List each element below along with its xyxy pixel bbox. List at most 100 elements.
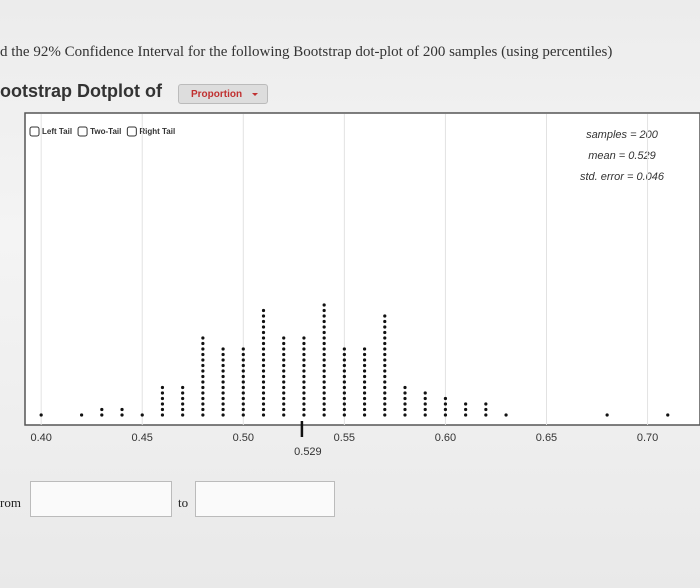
dot <box>383 385 387 390</box>
dot <box>100 413 104 417</box>
dot <box>383 358 387 362</box>
dot <box>342 374 346 379</box>
dot <box>160 402 165 406</box>
dot <box>322 319 326 324</box>
dot <box>201 352 205 357</box>
dot <box>322 374 326 379</box>
dot <box>241 369 245 373</box>
dot <box>282 402 286 406</box>
dot <box>362 380 367 384</box>
dot <box>261 374 266 379</box>
dot <box>261 391 266 395</box>
dot <box>383 391 387 395</box>
dot <box>383 413 387 417</box>
dot <box>383 352 387 357</box>
dot <box>221 363 225 368</box>
tail-checkbox[interactable] <box>29 126 40 137</box>
dot <box>302 413 306 417</box>
dot <box>302 380 306 384</box>
dot <box>362 402 367 406</box>
dot <box>140 413 144 417</box>
plot-area <box>24 112 700 426</box>
panel-title: ootstrap Dotplot of <box>0 81 162 101</box>
dot <box>322 303 326 307</box>
dot <box>241 396 245 401</box>
dot <box>201 407 205 412</box>
tail-label: Right Tail <box>139 127 175 136</box>
dot <box>120 407 124 412</box>
dot <box>322 413 326 417</box>
tail-checkbox[interactable] <box>126 126 137 137</box>
x-tick-label: 0.45 <box>132 432 153 444</box>
dot <box>221 402 225 406</box>
dot <box>241 380 245 384</box>
dot <box>403 391 407 395</box>
dot <box>383 407 387 412</box>
dot <box>362 363 367 368</box>
dot <box>282 341 286 346</box>
dot <box>605 413 609 417</box>
dot <box>302 358 306 362</box>
dot <box>181 407 185 412</box>
dot <box>201 374 205 379</box>
dot <box>241 363 245 368</box>
stat-samples: samples = 200 <box>586 129 659 141</box>
dot <box>403 396 407 401</box>
dot <box>282 396 286 401</box>
dot <box>322 402 326 406</box>
dot <box>160 407 165 412</box>
dot <box>261 314 266 318</box>
dot <box>221 385 225 390</box>
dot <box>322 407 326 412</box>
dotplot: samples = 200 mean = 0.529 std. error = … <box>24 112 700 458</box>
dot <box>322 358 326 362</box>
dot <box>322 352 326 357</box>
dot <box>342 380 346 384</box>
dot <box>322 347 326 351</box>
dot <box>221 407 225 412</box>
from-input[interactable] <box>30 481 172 517</box>
dot <box>120 413 124 417</box>
to-label: to <box>178 495 189 510</box>
dot <box>423 402 427 406</box>
tail-checkbox[interactable] <box>77 126 88 137</box>
dot <box>282 374 286 379</box>
dot <box>484 407 488 412</box>
tail-label: Left Tail <box>42 127 72 136</box>
x-tick-label: 0.50 <box>233 432 254 444</box>
dot <box>261 336 266 340</box>
dot <box>342 385 346 390</box>
dot <box>362 407 367 412</box>
mean-marker-label: 0.529 <box>294 446 322 458</box>
x-tick-label: 0.55 <box>334 432 355 444</box>
dot <box>201 341 205 346</box>
dot <box>383 341 387 346</box>
dot <box>383 363 387 368</box>
dot <box>322 341 326 346</box>
dot <box>160 396 165 401</box>
dot <box>261 385 266 390</box>
dot <box>241 391 245 395</box>
dot <box>464 402 468 406</box>
dot <box>504 413 508 417</box>
dot <box>160 391 165 395</box>
dot <box>383 380 387 384</box>
dot <box>201 391 205 395</box>
dot <box>342 391 346 395</box>
dot <box>383 330 387 335</box>
to-input[interactable] <box>195 481 335 517</box>
dot <box>383 325 387 329</box>
dot <box>383 319 387 324</box>
dot <box>201 380 205 384</box>
dot <box>302 363 306 368</box>
x-tick-label: 0.65 <box>536 432 557 444</box>
dot <box>362 352 367 357</box>
dot <box>282 363 286 368</box>
dot <box>342 363 346 368</box>
dot <box>322 369 326 373</box>
dot <box>282 369 286 373</box>
statistic-dropdown[interactable]: Proportion <box>178 84 268 104</box>
dot <box>423 413 427 417</box>
dot <box>302 407 306 412</box>
dot <box>261 380 266 384</box>
